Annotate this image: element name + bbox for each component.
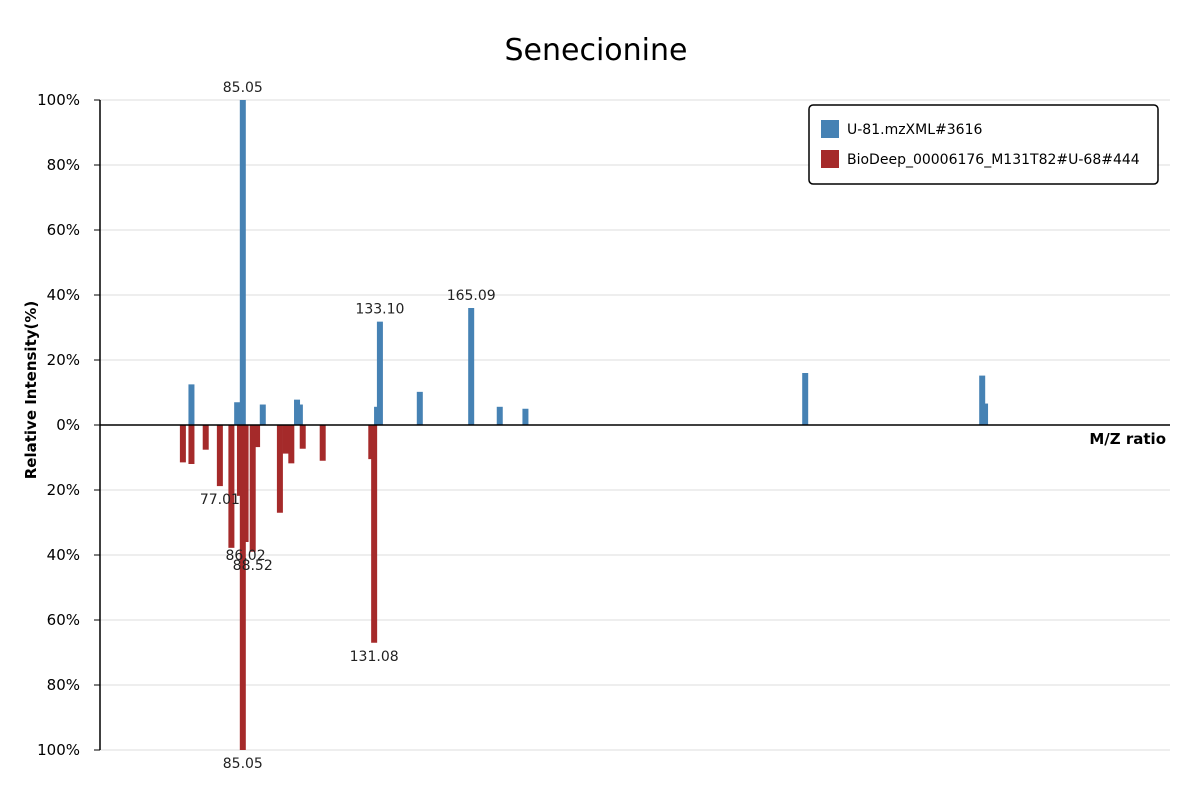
legend-box — [808, 104, 1159, 185]
y-axis-label: Relative Intensity(%) — [22, 301, 40, 480]
reference-peak-bar — [299, 425, 306, 449]
sample-peak-bar — [496, 406, 503, 425]
reference-peak-label: 131.08 — [350, 649, 399, 665]
reference-peak-bar — [242, 425, 249, 542]
sample-peak-bar — [982, 403, 989, 425]
reference-peak-label: 86.02 — [226, 548, 266, 564]
reference-peak-bar — [216, 425, 223, 487]
sample-peak-bar — [468, 308, 475, 425]
sample-peak-bar — [296, 404, 303, 425]
sample-peak-bar — [234, 402, 241, 425]
reference-peak-bar — [371, 425, 378, 643]
reference-peak-bar — [276, 425, 283, 513]
y-tick-label: 60% — [47, 611, 80, 629]
reference-peak-label: 88.52 — [233, 558, 273, 574]
y-tick-label: 100% — [37, 91, 80, 109]
reference-peak-label: 77.01 — [200, 492, 240, 508]
legend-swatch-reference — [821, 150, 839, 168]
reference-peak-bar — [288, 425, 295, 464]
reference-peak-bar — [282, 425, 289, 454]
legend-label-reference: BioDeep_00006176_M131T82#U-68#444 — [847, 152, 1140, 168]
reference-peak-bar — [254, 425, 261, 448]
reference-peak-bar — [202, 425, 209, 450]
legend-label-sample: U-81.mzXML#3616 — [847, 122, 982, 138]
sample-peak-bar — [188, 384, 195, 425]
chart-title: Senecionine — [505, 33, 688, 68]
sample-peak-bar — [239, 100, 246, 425]
reference-peak-bar — [179, 425, 186, 463]
y-tick-label: 80% — [47, 156, 80, 174]
y-tick-label: 20% — [47, 481, 80, 499]
sample-peak-bar — [802, 373, 809, 425]
reference-peak-bar — [319, 425, 326, 461]
y-tick-label: 80% — [47, 676, 80, 694]
sample-peak-label: 165.09 — [447, 288, 496, 304]
y-tick-labels: 100% 80% 60% 40% 20% 0% 20% 40% 60% 80% 100% — [37, 91, 100, 759]
y-tick-label: 100% — [37, 741, 80, 759]
legend-swatch-sample — [821, 120, 839, 138]
sample-peak-label: 133.10 — [355, 302, 404, 318]
x-axis-label: M/Z ratio — [1089, 430, 1166, 448]
y-tick-label: 40% — [47, 546, 80, 564]
sample-peak-bar — [376, 321, 383, 425]
reference-peak-bar — [188, 425, 195, 464]
y-tick-label: 60% — [47, 221, 80, 239]
bars — [179, 100, 989, 750]
legend: U-81.mzXML#3616 BioDeep_00006176_M131T82… — [808, 104, 1159, 185]
reference-peak-bar — [228, 425, 235, 548]
sample-peak-bar — [259, 404, 266, 425]
sample-peak-bar — [522, 408, 529, 425]
reference-peak-label: 85.05 — [223, 756, 263, 772]
reference-peak-bar — [239, 425, 246, 750]
sample-peak-bar — [979, 375, 986, 425]
y-tick-label: 40% — [47, 286, 80, 304]
sample-peak-bar — [416, 391, 423, 425]
y-tick-label: 0% — [56, 416, 80, 434]
sample-peak-label: 85.05 — [223, 80, 263, 96]
reference-peak-bar — [249, 425, 256, 552]
y-tick-label: 20% — [47, 351, 80, 369]
